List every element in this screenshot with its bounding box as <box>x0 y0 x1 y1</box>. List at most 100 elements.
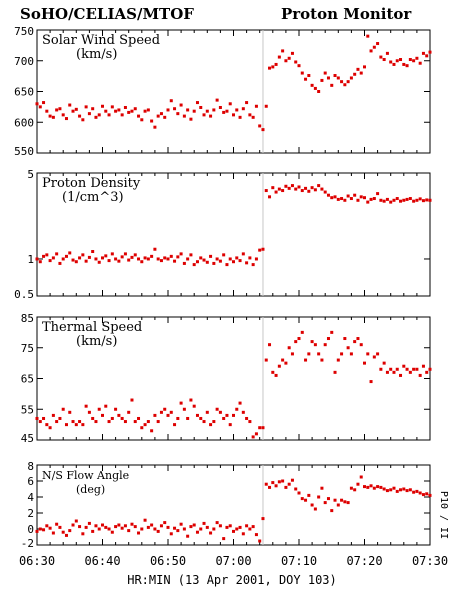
data-point <box>222 537 226 541</box>
data-point <box>156 420 160 424</box>
data-point <box>382 361 386 365</box>
data-point <box>212 108 216 112</box>
data-point <box>205 410 209 414</box>
data-point <box>222 416 226 420</box>
data-point <box>353 488 357 492</box>
data-point <box>428 367 432 371</box>
panel-title: Solar Wind Speed <box>42 33 160 48</box>
data-point <box>192 523 196 527</box>
data-point <box>127 410 131 414</box>
data-point <box>71 258 75 262</box>
data-point <box>245 524 249 528</box>
x-tick-label: 07:10 <box>281 554 317 568</box>
data-point <box>199 527 203 531</box>
data-point <box>159 259 163 263</box>
panel-2: 0.5 1 5 Proton Density(1/cm^3) <box>14 168 432 301</box>
data-point <box>159 410 163 414</box>
x-tick-label: 07:30 <box>412 554 448 568</box>
data-point <box>123 524 127 528</box>
panel-unit: (km/s) <box>76 334 117 349</box>
data-point <box>359 195 363 199</box>
data-point <box>137 257 141 261</box>
data-point <box>140 118 144 122</box>
data-point <box>71 523 75 527</box>
data-point <box>38 420 42 424</box>
data-point <box>346 346 350 350</box>
data-point <box>163 521 167 525</box>
data-point <box>38 260 42 264</box>
data-point <box>336 76 340 80</box>
data-point <box>140 260 144 264</box>
data-point <box>307 352 311 356</box>
data-point <box>133 420 137 424</box>
data-point <box>281 358 285 362</box>
data-point <box>268 343 272 347</box>
data-point <box>235 407 239 411</box>
data-point <box>245 101 249 105</box>
data-point <box>127 529 131 533</box>
data-point <box>199 416 203 420</box>
data-point <box>212 261 216 265</box>
data-point <box>130 398 134 402</box>
data-point <box>287 186 291 190</box>
data-point <box>428 50 432 54</box>
data-point <box>150 119 154 123</box>
data-point <box>61 530 65 534</box>
panel-1: 550 600 650 700 750 Solar Wind Speed(km/s) <box>14 25 432 158</box>
data-point <box>281 49 285 53</box>
data-point <box>271 65 275 69</box>
data-point <box>55 420 59 424</box>
data-point <box>326 337 330 341</box>
data-point <box>117 108 121 112</box>
data-point <box>110 416 114 420</box>
data-point <box>195 530 199 534</box>
data-point <box>336 358 340 362</box>
data-point <box>61 113 65 117</box>
data-point <box>137 531 141 535</box>
data-point <box>326 497 330 501</box>
data-point <box>258 426 262 430</box>
data-point <box>235 527 239 531</box>
data-point <box>359 71 363 75</box>
panel-3: 45 55 65 75 85 Thermal Speed(km/s) <box>21 312 432 445</box>
data-point <box>87 410 91 414</box>
data-point <box>78 420 82 424</box>
data-point <box>97 113 101 117</box>
data-point <box>402 198 406 202</box>
data-point <box>241 107 245 111</box>
data-point <box>133 253 137 257</box>
data-point <box>35 257 39 261</box>
data-point <box>107 527 111 531</box>
data-point <box>209 254 213 258</box>
data-point <box>120 113 124 117</box>
data-point <box>415 198 419 202</box>
data-point <box>166 257 170 261</box>
data-point <box>251 435 255 439</box>
panel-title: Proton Density <box>42 176 141 191</box>
data-point <box>61 407 65 411</box>
data-point <box>74 107 78 111</box>
data-point <box>225 263 229 267</box>
data-point <box>91 529 95 533</box>
y-tick-label: 85 <box>21 312 34 325</box>
data-point <box>346 194 350 198</box>
data-point <box>169 410 173 414</box>
data-point <box>114 109 118 113</box>
data-point <box>218 259 222 263</box>
data-point <box>110 252 114 256</box>
data-point <box>189 117 193 121</box>
data-point <box>179 401 183 405</box>
data-point <box>195 260 199 264</box>
data-point <box>186 534 190 538</box>
data-point <box>104 109 108 113</box>
data-point <box>307 493 311 497</box>
data-point <box>369 380 373 384</box>
data-point <box>163 407 167 411</box>
data-point <box>117 259 121 263</box>
data-point <box>284 59 288 63</box>
data-point <box>395 367 399 371</box>
data-point <box>209 423 213 427</box>
data-point <box>94 524 98 528</box>
data-point <box>81 253 85 257</box>
data-point <box>313 507 317 511</box>
